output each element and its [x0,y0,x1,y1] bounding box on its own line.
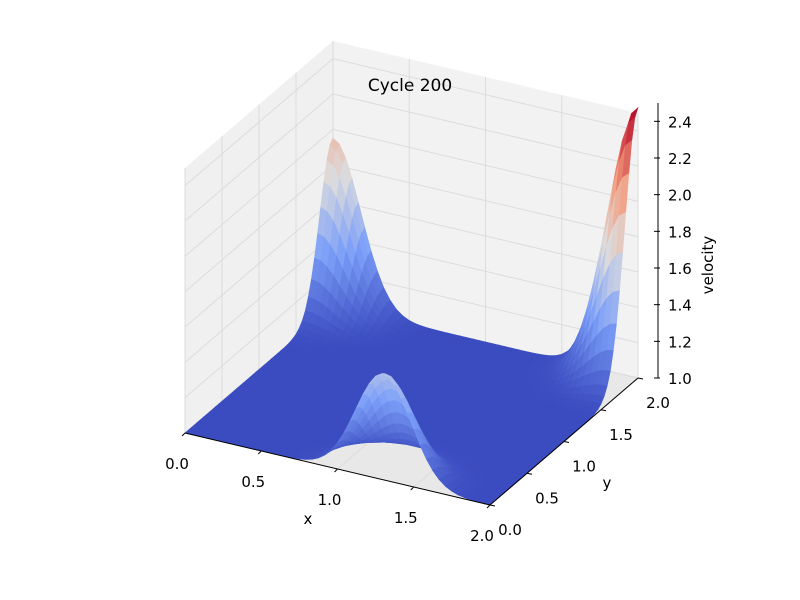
x-tick-mark [334,468,338,473]
y-tick-mark [563,441,570,443]
left-grid-z [184,58,334,187]
x-tick-label: 0.5 [241,473,265,491]
y-tick-mark [600,409,607,412]
z-tick-label: 1.4 [668,297,692,315]
z-tick-label: 1.2 [668,333,692,351]
y-tick-label: 0.0 [498,521,522,539]
left-grid-z [184,164,334,293]
x-tick-mark [410,486,415,491]
back-grid-z [332,58,639,132]
z-tick-label: 1.6 [668,260,692,278]
z-tick-label: 2.0 [668,187,692,205]
y-axis-label: y [603,474,612,492]
chart-title: Cycle 200 [368,76,452,96]
y-tick-label: 1.5 [609,426,633,444]
left-grid-z [184,128,334,257]
tick-labels: 0.00.51.01.52.0 0.00.51.01.52.01.01.21.41… [165,113,692,545]
velocity-surface [184,106,639,506]
y-tick-mark [489,504,496,507]
z-tick-label: 1.8 [668,223,692,241]
back-grid-z [332,234,639,308]
x-tick-mark [486,504,491,509]
y-tick-label: 1.0 [572,458,596,476]
y-tick-label: 0.5 [535,489,559,507]
x-tick-label: 0.0 [165,455,189,473]
z-axis-label: velocity [699,236,717,295]
y-tick-mark [637,377,644,380]
z-tick-label: 1.0 [668,370,692,388]
y-tick-mark [526,472,533,475]
x-axis-label: x [304,510,313,528]
left-grid-z [184,270,334,399]
z-tick-label: 2.2 [668,150,692,168]
left-grid-z [184,93,334,222]
x-tick-mark [181,432,186,437]
back-grid-z [332,199,639,273]
x-tick-mark [257,450,262,455]
left-grid-z [184,234,334,363]
left-grid-z [184,199,334,328]
y-tick-label: 2.0 [646,394,670,412]
back-grid-z [332,164,639,238]
back-grid-z [332,93,639,167]
x-tick-label: 1.0 [318,491,342,509]
back-grid-z [332,128,639,202]
x-tick-label: 2.0 [470,527,494,545]
x-tick-label: 1.5 [394,509,418,527]
z-tick-label: 2.4 [668,113,692,131]
